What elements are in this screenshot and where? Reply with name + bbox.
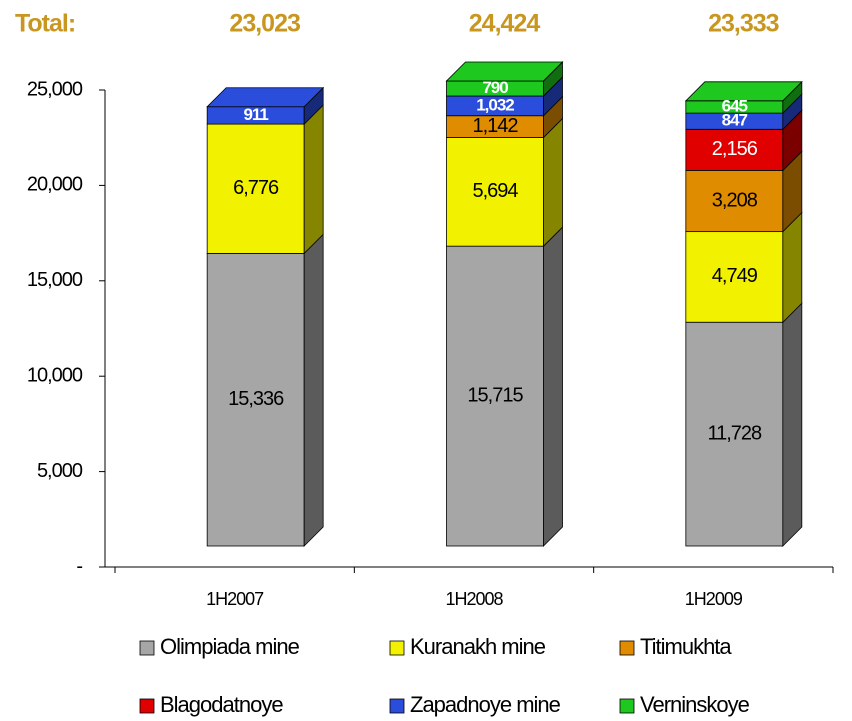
data-label: 847 xyxy=(722,111,748,130)
x-tick-label: 1H2009 xyxy=(685,589,743,609)
bar-segment xyxy=(685,170,784,233)
bar-segment xyxy=(685,231,784,323)
bar-side-shade xyxy=(304,87,324,125)
legend-swatch xyxy=(389,640,405,656)
bar-side-shade xyxy=(782,81,802,114)
legend-swatch xyxy=(389,698,405,714)
y-tick-label: - xyxy=(76,555,82,577)
data-label: 3,208 xyxy=(712,189,758,211)
total-label: 23,023 xyxy=(229,10,300,38)
x-tick-label: 1H2008 xyxy=(445,589,503,609)
data-label: 15,715 xyxy=(467,384,523,406)
bar-side-shade xyxy=(543,227,563,546)
data-label: 1,142 xyxy=(472,115,518,137)
bar-side-shade xyxy=(304,105,324,254)
total-label: 23,333 xyxy=(708,10,779,38)
y-tick-label: 10,000 xyxy=(27,364,83,386)
bar-top xyxy=(684,81,803,102)
data-label: 790 xyxy=(482,78,508,97)
legend-label: Verninskoye xyxy=(640,692,750,717)
bar-side-shade xyxy=(782,94,802,130)
bar-segment xyxy=(446,137,544,247)
bar-side-shade xyxy=(782,151,802,232)
data-label: 15,336 xyxy=(228,388,284,410)
legend-label: Kuranakh mine xyxy=(410,634,546,659)
legend-swatch xyxy=(619,640,635,656)
bar-side-shade xyxy=(782,212,802,323)
total-label: 24,424 xyxy=(469,10,541,38)
y-tick-label: 15,000 xyxy=(27,269,83,291)
legend-swatch xyxy=(619,698,635,714)
bar-side-shade xyxy=(543,77,563,116)
data-label: 6,776 xyxy=(233,177,279,199)
bar-side-shade xyxy=(782,303,802,546)
bar-top xyxy=(445,61,564,82)
bar-side-shade xyxy=(782,110,802,171)
total-title: Total: xyxy=(15,10,75,38)
bar-side-shade xyxy=(304,234,324,547)
legend-swatch xyxy=(139,640,155,656)
bar-segment xyxy=(446,245,544,547)
bar-segment xyxy=(206,252,305,547)
y-tick-label: 20,000 xyxy=(27,174,83,196)
legend-swatch xyxy=(139,698,155,714)
data-label: 5,694 xyxy=(472,180,518,202)
legend-label: Titimukhta xyxy=(640,634,732,659)
legend-label: Zapadnoye mine xyxy=(410,692,561,717)
data-label: 11,728 xyxy=(707,422,762,444)
legend-label: Blagodatnoye xyxy=(160,692,283,717)
data-label: 2,156 xyxy=(712,138,758,160)
data-label: 645 xyxy=(722,96,748,115)
y-tick-label: 5,000 xyxy=(37,460,83,482)
legend-label: Olimpiada mine xyxy=(160,634,300,659)
bar-side-shade xyxy=(543,118,563,247)
x-tick-label: 1H2007 xyxy=(206,589,264,609)
bar-top xyxy=(206,87,325,108)
data-label: 911 xyxy=(243,105,268,124)
data-label: 1,032 xyxy=(476,95,514,114)
bar-side-shade xyxy=(543,96,563,138)
y-tick-label: 25,000 xyxy=(27,78,83,100)
data-label: 4,749 xyxy=(712,265,758,287)
bar-side-shade xyxy=(543,61,563,97)
